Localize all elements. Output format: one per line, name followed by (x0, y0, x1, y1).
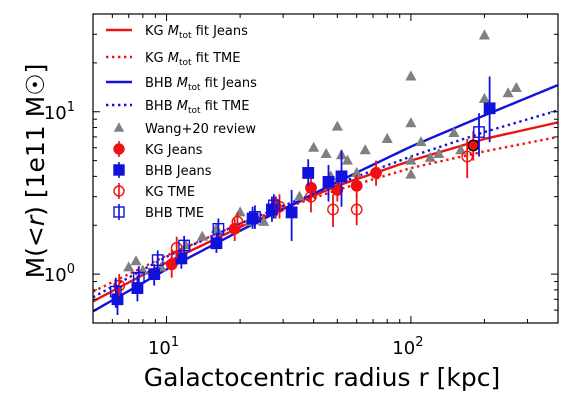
data-point (246, 212, 259, 225)
data-point (341, 154, 354, 165)
data-point (322, 175, 335, 188)
legend-marker (113, 143, 125, 155)
data-point (234, 206, 246, 217)
legend-entry-kg-tme: KG TME (113, 183, 195, 200)
legend-label: Wang+20 review (145, 122, 256, 137)
data-point (350, 179, 363, 192)
data-point (483, 102, 496, 115)
data-point (123, 261, 135, 272)
data-point (266, 203, 278, 216)
data-point (335, 170, 348, 183)
data-point (455, 144, 467, 155)
fit-line-1 (93, 135, 558, 293)
legend-entry-kg-jeans: KG Jeans (113, 141, 203, 158)
legend-marker (113, 122, 125, 132)
data-point (178, 239, 191, 252)
series-2 (111, 76, 496, 316)
data-point (331, 184, 344, 196)
data-point (175, 252, 188, 265)
legend-entry-kg-fit-jeans: KG Mtot fit Jeans (106, 24, 248, 41)
x-axis-title: Galactocentric radius r [kpc] (144, 363, 501, 392)
series-3 (113, 138, 474, 298)
data-point (170, 242, 183, 254)
data-point (405, 70, 417, 81)
data-point (130, 255, 142, 266)
data-point (351, 166, 363, 177)
data-point (478, 29, 491, 40)
series-4 (109, 113, 485, 308)
data-point (415, 136, 427, 147)
plot-area (93, 29, 558, 316)
data-point (131, 282, 144, 295)
legend-entry-wang: Wang+20 review (113, 122, 256, 137)
legend-entry-bhb-fit-tme: BHB Mtot fit TME (106, 99, 249, 116)
data-point (111, 293, 124, 306)
x-tick-label: 101 (148, 335, 179, 359)
legend: KG Mtot fit Jeans KG Mtot fit TME BHB Mtot… (106, 24, 257, 221)
data-point (165, 258, 178, 271)
data-point (210, 237, 223, 250)
data-point (405, 117, 417, 128)
legend-marker (113, 164, 125, 176)
data-point (502, 87, 514, 98)
axis-ticks: 101 102 100 101 (44, 13, 559, 359)
data-point (231, 215, 244, 228)
legend-marker (113, 206, 125, 218)
legend-entry-bhb-jeans: BHB Jeans (113, 162, 212, 179)
data-point (267, 199, 280, 212)
data-point (405, 168, 417, 179)
y-tick-label: 101 (44, 100, 75, 124)
legend-label: KG TME (145, 185, 195, 200)
series-1 (165, 131, 480, 278)
data-point (249, 211, 261, 223)
data-layer (93, 29, 558, 316)
data-point (109, 285, 122, 298)
legend-label: BHB Mtot fit TME (145, 99, 249, 116)
data-point (258, 215, 270, 226)
data-point (148, 268, 161, 281)
data-point (478, 92, 491, 103)
legend-entry-kg-fit-tme: KG Mtot fit TME (106, 51, 240, 68)
data-point (331, 120, 343, 131)
legend-label: KG Mtot fit TME (145, 51, 240, 68)
y-axis-title: M(<r) [1e11 M☉] (21, 64, 50, 279)
data-point (424, 151, 436, 162)
data-point (212, 222, 225, 235)
x-tick-label: 102 (392, 335, 423, 359)
data-point (305, 190, 317, 203)
data-point (467, 139, 480, 152)
data-point (293, 190, 306, 201)
data-point (405, 154, 417, 165)
data-point (327, 203, 339, 216)
legend-label: BHB TME (145, 206, 204, 221)
data-point (308, 141, 320, 152)
data-point (320, 147, 332, 158)
legend-label: KG Jeans (145, 143, 203, 158)
fit-line-3 (93, 109, 558, 299)
data-point (113, 279, 126, 292)
legend-marker (113, 185, 125, 197)
legend-label: BHB Jeans (145, 164, 212, 179)
data-point (433, 147, 445, 158)
data-point (302, 167, 315, 179)
data-point (448, 126, 460, 138)
legend-entry-bhb-fit-jeans: BHB Mtot fit Jeans (106, 76, 257, 93)
legend-label: KG Mtot fit Jeans (145, 24, 248, 41)
data-point (370, 167, 382, 179)
y-tick-label: 100 (44, 262, 75, 286)
legend-label: BHB Mtot fit Jeans (145, 76, 257, 93)
data-point (196, 230, 208, 241)
data-point (510, 81, 522, 93)
data-point (350, 203, 363, 216)
data-point (461, 150, 474, 163)
data-point (359, 144, 371, 155)
legend-entry-bhb-tme: BHB TME (113, 204, 204, 221)
plot-frame (92, 13, 559, 324)
data-point (132, 271, 145, 284)
data-point (473, 126, 485, 138)
data-point (285, 206, 298, 219)
data-point (151, 254, 164, 267)
data-point (381, 132, 393, 143)
